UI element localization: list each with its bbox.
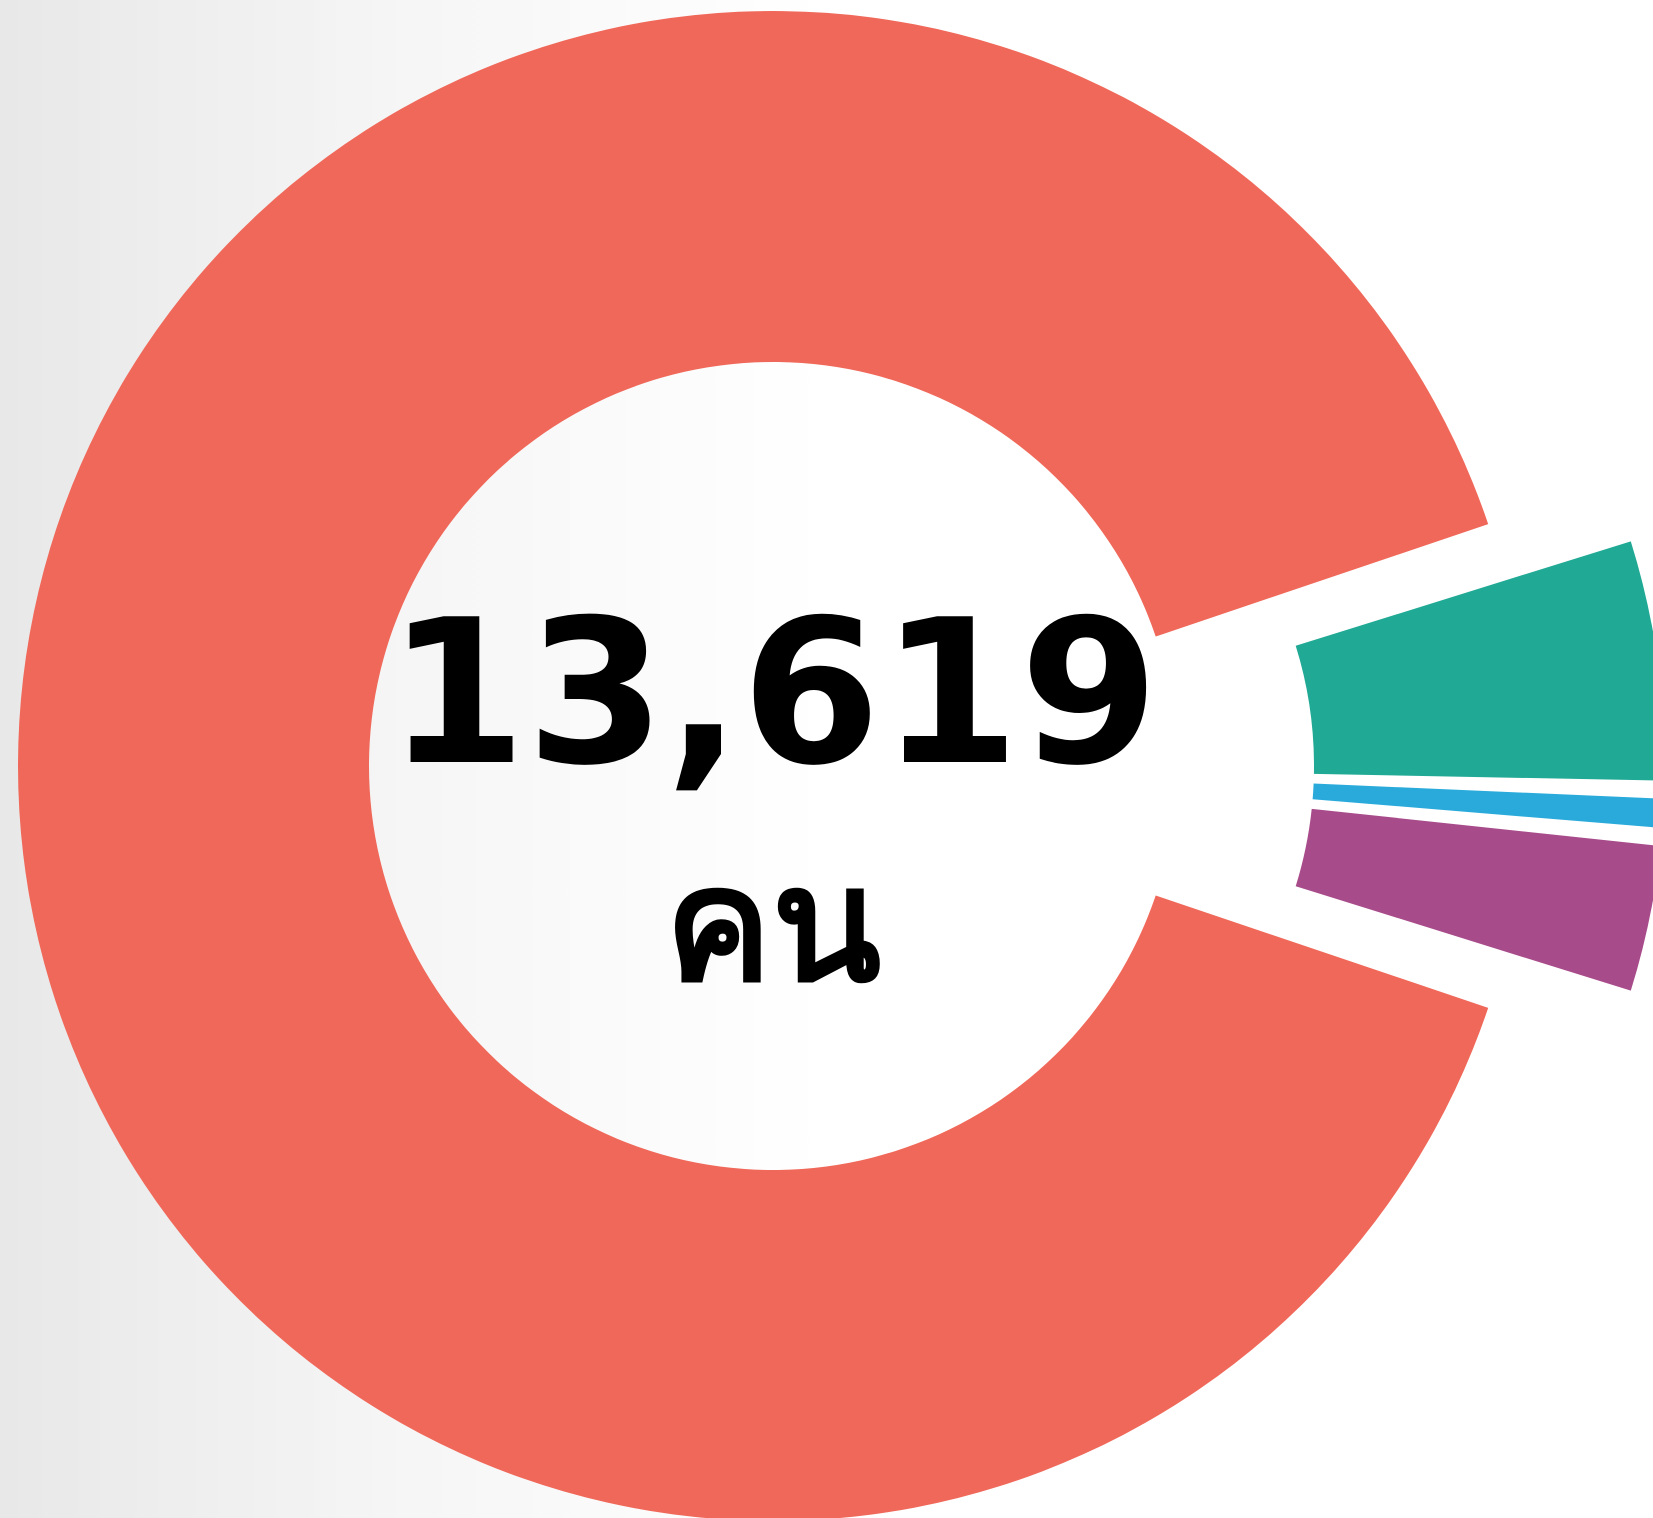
center-unit: คน xyxy=(665,831,881,1018)
center-value: 13,619 xyxy=(387,577,1159,810)
chart: 13,619 คน xyxy=(0,0,1653,1518)
